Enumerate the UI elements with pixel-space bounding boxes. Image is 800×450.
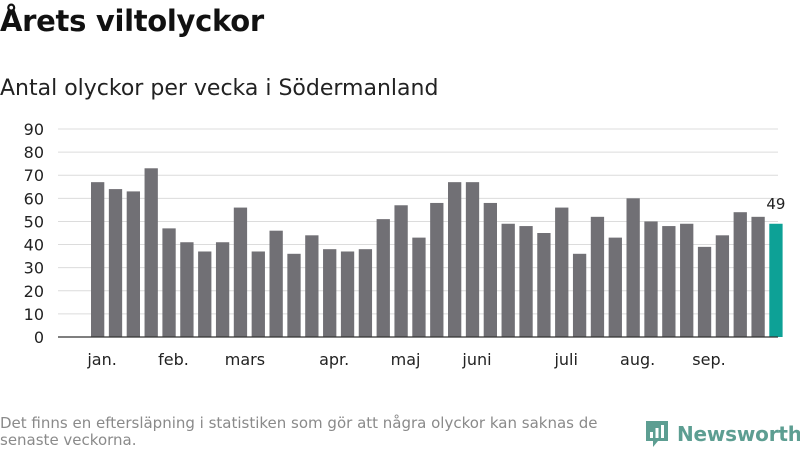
y-tick-label: 0 (34, 328, 44, 347)
x-tick-label: juli (553, 350, 577, 369)
bar (626, 198, 640, 337)
bar (608, 237, 622, 337)
x-tick-label: feb. (158, 350, 189, 369)
y-tick-label: 90 (24, 120, 44, 139)
bar (644, 221, 658, 337)
bar (198, 251, 212, 337)
bar-chart: 0 10 20 30 40 50 60 70 80 90 49 jan. feb. mars apr. maj… (24, 120, 786, 369)
bar (305, 235, 319, 337)
bar (269, 230, 283, 337)
chart-subtitle: Antal olyckor per vecka i Södermanland (0, 76, 439, 101)
bar (108, 189, 123, 337)
x-tick-label: aug. (620, 350, 655, 369)
chart-title: Årets viltolyckor (0, 4, 264, 38)
bar (144, 168, 158, 337)
bar (733, 212, 747, 337)
bar (537, 233, 551, 337)
newsworthy-icon (646, 421, 668, 447)
newsworthy-logo[interactable]: Newsworthy (644, 418, 800, 450)
bar (697, 246, 712, 337)
y-tick-label: 70 (24, 166, 44, 185)
y-tick-label: 30 (24, 259, 44, 278)
bar (162, 228, 176, 337)
highlight-value-label: 49 (766, 195, 785, 213)
bar (251, 251, 265, 337)
bar (483, 202, 497, 337)
bar (126, 191, 140, 337)
x-tick-label: mars (225, 350, 265, 369)
bar (715, 235, 730, 337)
bar (215, 242, 230, 337)
y-tick-label: 40 (24, 236, 44, 255)
bar (287, 253, 301, 337)
x-tick-label: juni (461, 350, 491, 369)
brand-name: Newsworthy (677, 422, 800, 446)
bar (376, 219, 390, 337)
x-tick-label: jan. (86, 350, 116, 369)
bar (340, 251, 355, 337)
bar (448, 182, 462, 337)
y-tick-label: 20 (24, 282, 44, 301)
footnote: Det finns en eftersläpning i statistiken… (0, 414, 598, 449)
bar (555, 207, 569, 337)
bar (180, 242, 194, 337)
bar (519, 226, 533, 337)
bar (465, 182, 480, 337)
bar (412, 237, 426, 337)
y-tick-label: 60 (24, 189, 44, 208)
bar (501, 223, 515, 337)
bar (91, 182, 105, 337)
bar-highlight (769, 223, 783, 337)
bar (662, 226, 676, 337)
bar (572, 253, 587, 337)
bar (590, 216, 605, 337)
y-tick-label: 80 (24, 143, 44, 162)
x-tick-label: apr. (319, 350, 349, 369)
bar (751, 216, 765, 337)
bar (430, 202, 444, 337)
bar (323, 249, 337, 337)
y-tick-label: 10 (24, 305, 44, 324)
x-tick-label: maj (391, 350, 421, 369)
x-tick-label: sep. (692, 350, 725, 369)
bar (358, 249, 373, 337)
bar (394, 205, 408, 337)
y-tick-label: 50 (24, 212, 44, 231)
bar (680, 223, 694, 337)
bar (233, 207, 248, 337)
